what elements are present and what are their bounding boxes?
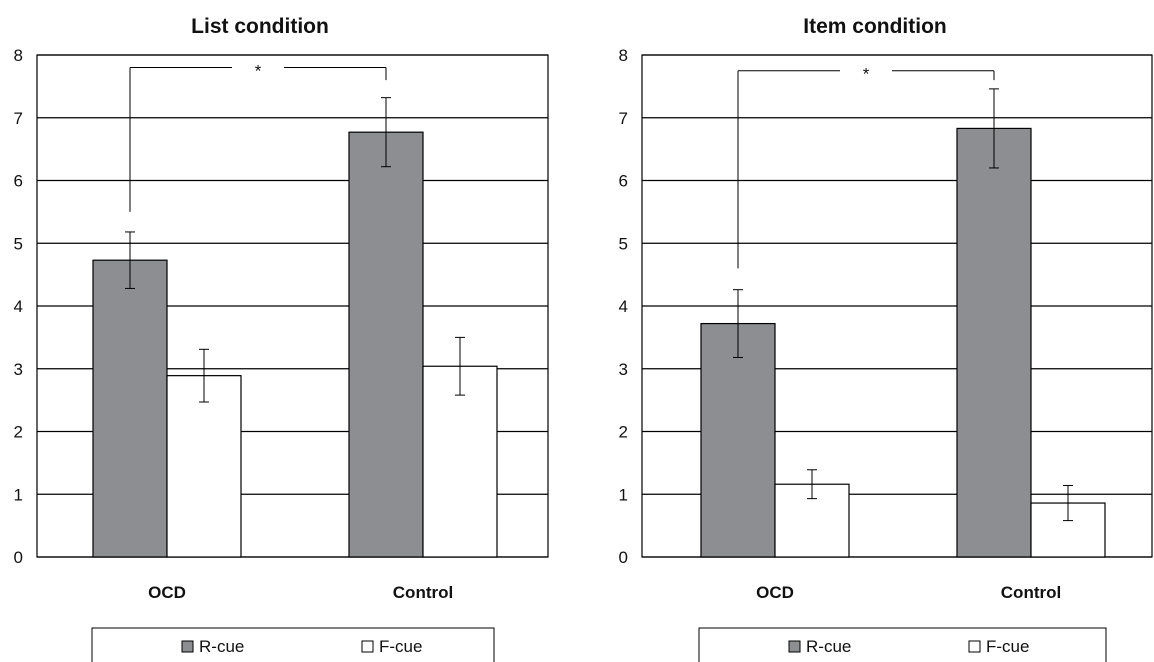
y-tick-label: 0 [619, 548, 628, 567]
y-tick-label: 7 [14, 109, 23, 128]
legend-swatch-r-cue [788, 640, 801, 653]
y-tick-label: 5 [619, 234, 628, 253]
y-tick-label: 8 [14, 46, 23, 65]
y-tick-label: 5 [14, 234, 23, 253]
bar-f-cue-control [422, 365, 498, 558]
y-tick-label: 3 [14, 360, 23, 379]
y-tick-label: 6 [14, 172, 23, 191]
y-tick-label: 2 [14, 423, 23, 442]
y-tick-label: 7 [619, 109, 628, 128]
bar-r-cue-ocd [700, 322, 776, 558]
legend-label: R-cue [199, 637, 244, 656]
item-condition-chart: Item condition 0 1 2 3 4 5 6 7 8 OCD Control * R-cue F… [619, 15, 1153, 662]
y-tick-label: 2 [619, 423, 628, 442]
y-tick-label: 6 [619, 172, 628, 191]
y-tick-label: 3 [619, 360, 628, 379]
x-category-label: Control [1001, 583, 1061, 602]
bar-r-cue-control [956, 127, 1032, 558]
plot-frame [641, 54, 1153, 558]
legend-label: F-cue [986, 637, 1029, 656]
legend-label: R-cue [806, 637, 851, 656]
y-tick-label: 0 [14, 548, 23, 567]
y-tick-label: 1 [14, 485, 23, 504]
legend: R-cue F-cue [698, 627, 1107, 662]
legend-swatch-f-cue [968, 640, 981, 653]
plot-frame [36, 54, 549, 558]
list-condition-chart: List condition 0 1 2 3 4 5 6 7 8 OCD Control * R-cue F… [14, 15, 549, 662]
x-category-label: OCD [756, 583, 794, 602]
significance-star: * [255, 62, 262, 81]
x-category-label: OCD [148, 583, 186, 602]
legend-box [698, 627, 1107, 662]
chart-title: Item condition [803, 15, 947, 38]
y-tick-label: 4 [14, 297, 23, 316]
bar-f-cue-ocd [166, 375, 242, 558]
chart-title: List condition [191, 15, 329, 38]
x-category-label: Control [393, 583, 453, 602]
legend-swatch-r-cue [181, 640, 194, 653]
y-tick-label: 8 [619, 46, 628, 65]
legend-box [91, 627, 495, 662]
y-tick-label: 1 [619, 485, 628, 504]
legend-label: F-cue [379, 637, 422, 656]
legend: R-cue F-cue [91, 627, 495, 662]
y-tick-label: 4 [619, 297, 628, 316]
legend-swatch-f-cue [361, 640, 374, 653]
bar-r-cue-ocd [92, 259, 168, 558]
bar-r-cue-control [348, 131, 424, 558]
significance-star: * [863, 65, 870, 84]
